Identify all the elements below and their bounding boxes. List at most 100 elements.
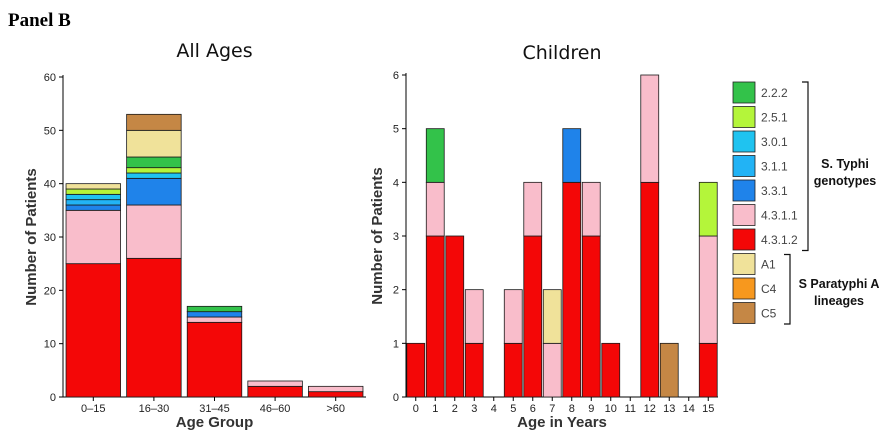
- typhi-group-label-line2: genotypes: [814, 174, 877, 188]
- bar-segment-16-30-2-5-1: [126, 167, 182, 174]
- bar-segment-16-30-a1: [126, 129, 182, 158]
- x-tick-label: 6: [530, 403, 536, 415]
- bar-segment-5-4-3-1-1: [503, 289, 523, 344]
- bar-segment-13-c5: [659, 342, 679, 398]
- bar-segment-16-30-c5: [126, 113, 182, 131]
- bar-segment-1-2-2-2: [425, 128, 445, 183]
- bar-segment-15-2-5-1: [698, 181, 718, 237]
- x-tick-label: 9: [588, 403, 594, 415]
- x-tick-label: 31–45: [199, 403, 230, 415]
- x-tick-label: 7: [549, 403, 555, 415]
- x-tick-label: >60: [326, 403, 345, 415]
- y-tick-label: 4: [393, 177, 399, 189]
- bar-segment-31-45-3-3-1: [186, 311, 243, 318]
- legend-swatch-3-3-1: [732, 179, 756, 202]
- x-tick-label: 10: [605, 403, 617, 415]
- legend-label-4-3-1-1: 4.3.1.1: [761, 209, 798, 223]
- bar-segment-6-4-3-1-2: [523, 235, 543, 398]
- bar-segment-9-4-3-1-1: [581, 181, 601, 237]
- bar-segment-0-15-3-3-1: [65, 204, 121, 211]
- legend-swatch-2-2-2: [732, 81, 756, 104]
- y-tick-label: 60: [44, 72, 56, 84]
- bar-segment-16-30-3-0-1: [126, 172, 182, 179]
- bar-segment-46-60-4-3-1-2: [247, 385, 303, 398]
- bar-segment-3-4-3-1-2: [464, 342, 484, 398]
- bar-segment-1-4-3-1-2: [425, 235, 445, 398]
- bar-segment-16-30-2-2-2: [126, 156, 182, 169]
- legend-label-4-3-1-2: 4.3.1.2: [761, 233, 798, 247]
- legend: 2.2.2 2.5.1 3.0.1 3.1.1 3.3.1 4.3.1.1 4.3.1.2 A…: [732, 81, 879, 325]
- bar-segment-0-15-a1: [65, 183, 121, 190]
- bar-segment-0-15-4-3-1-1: [65, 209, 121, 265]
- bar-segment-0-4-3-1-2: [406, 342, 426, 398]
- x-axis-label: Age in Years: [517, 414, 607, 431]
- legend-label-3-0-1: 3.0.1: [761, 135, 788, 149]
- legend-label-2-5-1: 2.5.1: [761, 111, 788, 125]
- bar-segment-16-30-4-3-1-1: [126, 204, 182, 259]
- x-tick-label: 13: [663, 403, 675, 415]
- legend-label-c5: C5: [761, 307, 777, 321]
- legend-swatch-a1: [732, 253, 756, 275]
- bar-segment-12-4-3-1-1: [640, 74, 660, 183]
- x-tick-label: 11: [625, 403, 636, 415]
- bar-segment-8-3-3-1: [562, 128, 582, 183]
- bar-segment-0-15-4-3-1-2: [65, 263, 121, 398]
- y-axis-label: Number of Patients: [369, 167, 386, 305]
- x-tick-label: 2: [452, 403, 458, 415]
- bar-segment-7-a1: [542, 289, 562, 344]
- legend-swatch-2-5-1: [732, 106, 756, 128]
- bar-segment-31-45-4-3-1-1: [186, 316, 243, 323]
- chart-all-ages: All Ages 0 10 20 30 40 50 60 Number of Patients 0…: [23, 40, 366, 431]
- legend-label-3-1-1: 3.1.1: [761, 160, 788, 174]
- y-tick-label: 50: [44, 125, 56, 137]
- bracket-paratyphi: [784, 253, 791, 325]
- legend-label-2-2-2: 2.2.2: [761, 86, 788, 100]
- bar-segment-31-45-4-3-1-2: [186, 321, 243, 398]
- bar-segment-15-4-3-1-2: [698, 342, 718, 398]
- y-tick-label: 0: [393, 392, 399, 404]
- y-tick-label: 20: [44, 285, 56, 297]
- typhi-group-label-line1: S. Typhi: [821, 157, 869, 171]
- chart-title: Children: [522, 42, 601, 64]
- legend-label-3-3-1: 3.3.1: [761, 184, 788, 198]
- y-tick-label: 40: [44, 179, 56, 191]
- chart-title: All Ages: [176, 40, 252, 62]
- bar-segment-3-4-3-1-1: [464, 289, 484, 344]
- x-tick-label: 4: [491, 403, 497, 415]
- bar-segment-2-4-3-1-2: [445, 235, 465, 398]
- x-tick-label: 12: [644, 403, 656, 415]
- y-tick-label: 30: [44, 232, 56, 244]
- y-tick-label: 3: [393, 231, 399, 243]
- panel-label: Panel B: [8, 10, 71, 31]
- bar-segment-16-30-3-3-1: [126, 177, 182, 206]
- bar-segment-12-4-3-1-2: [640, 181, 660, 398]
- legend-label-a1: A1: [761, 258, 776, 272]
- bar-segment-9-4-3-1-2: [581, 235, 601, 398]
- y-tick-label: 5: [393, 124, 399, 136]
- bar-segment-60-4-3-1-2: [308, 391, 364, 398]
- x-tick-label: 14: [683, 403, 695, 415]
- y-tick-label: 0: [50, 392, 56, 404]
- legend-swatch-3-1-1: [732, 155, 756, 177]
- x-tick-label: 0: [413, 403, 419, 415]
- x-tick-label: 5: [510, 403, 516, 415]
- bar-segment-0-15-2-5-1: [65, 188, 121, 195]
- legend-label-c4: C4: [761, 282, 777, 296]
- y-tick-label: 1: [393, 338, 399, 350]
- bar-segment-7-4-3-1-1: [542, 342, 562, 398]
- bracket-typhi: [802, 81, 809, 252]
- bar-segment-8-4-3-1-2: [562, 181, 582, 398]
- x-tick-label: 3: [471, 403, 477, 415]
- paratyphi-group-label-line2: lineages: [814, 294, 864, 308]
- bar-segment-15-4-3-1-1: [698, 235, 718, 344]
- legend-swatch-4-3-1-1: [732, 204, 756, 226]
- bar-segment-5-4-3-1-2: [503, 342, 523, 398]
- bar-segment-0-15-3-1-1: [65, 199, 121, 206]
- legend-swatch-3-0-1: [732, 130, 756, 153]
- bar-segment-1-4-3-1-1: [425, 181, 445, 237]
- legend-swatch-c4: [732, 277, 756, 300]
- x-tick-label: 8: [569, 403, 575, 415]
- legend-swatch-4-3-1-2: [732, 228, 756, 251]
- bar-segment-0-15-3-0-1: [65, 193, 121, 201]
